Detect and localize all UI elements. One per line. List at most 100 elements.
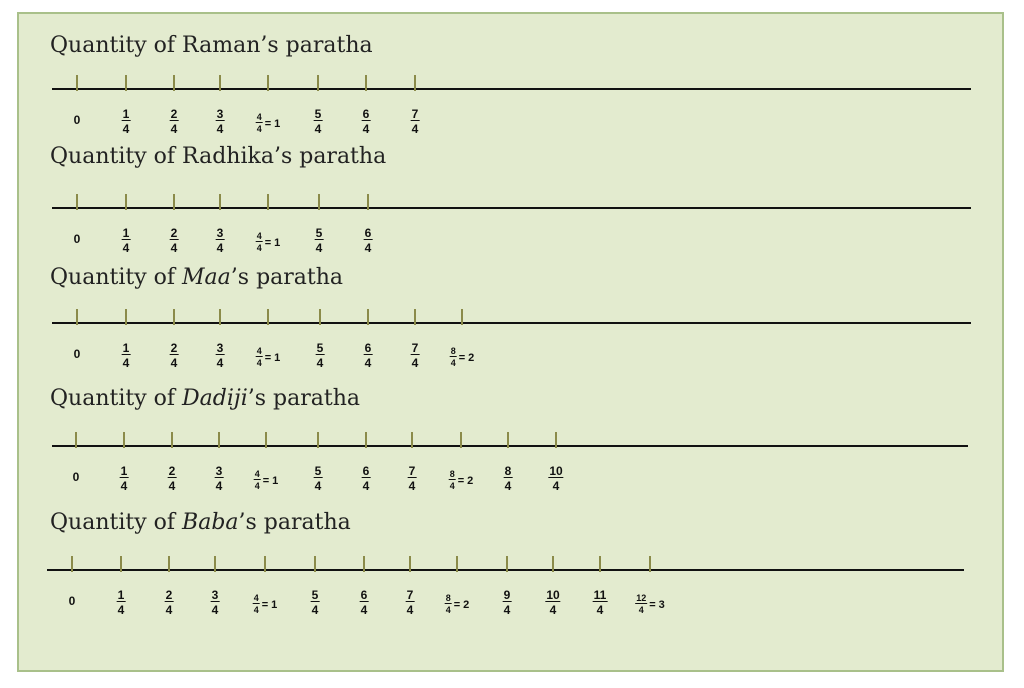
title-maa: Quantity of Maa’s paratha [50,265,344,290]
tick-mark [168,556,170,572]
tick-mark [318,194,320,210]
tick-label: 0 [73,347,81,361]
tick-label: 8 4 = 2 [444,593,470,615]
tick-mark [599,556,601,572]
tick-mark [319,309,321,325]
tick-mark [367,309,369,325]
number-line-axis-maa [52,322,971,324]
tick-mark [265,432,267,448]
tick-mark [461,309,463,325]
tick-label: 0 [72,470,80,484]
tick-mark [264,556,266,572]
tick-mark [414,309,416,325]
tick-mark [365,75,367,91]
tick-label: 10 4 [545,588,561,617]
tick-mark [367,194,369,210]
tick-mark [456,556,458,572]
tick-mark [649,556,651,572]
tick-mark [317,75,319,91]
tick-mark [120,556,122,572]
title-baba: Quantity of Baba’s paratha [50,510,351,535]
tick-mark [552,556,554,572]
tick-mark [76,75,78,91]
tick-mark [460,432,462,448]
tick-mark [125,194,127,210]
tick-mark [414,75,416,91]
number-line-axis-baba [47,569,964,571]
tick-mark [125,75,127,91]
title-dadiji: Quantity of Dadiji’s paratha [50,386,360,411]
tick-mark [123,432,125,448]
tick-mark [125,309,127,325]
tick-label: 4 4 = 1 [255,231,281,253]
tick-label: 8 4 = 2 [449,346,475,368]
tick-mark [506,556,508,572]
tick-mark [76,194,78,210]
tick-label: 8 4 = 2 [448,469,474,491]
tick-mark [173,75,175,91]
tick-mark [214,556,216,572]
tick-label: 12 4 = 3 [635,593,665,615]
tick-mark [314,556,316,572]
tick-mark [173,309,175,325]
tick-mark [76,309,78,325]
tick-label: 4 4 = 1 [252,593,278,615]
tick-label: 11 4 [592,588,608,617]
tick-mark [267,309,269,325]
tick-mark [409,556,411,572]
tick-mark [317,432,319,448]
tick-label: 0 [73,113,81,127]
tick-label: 10 4 [548,464,564,493]
tick-mark [267,194,269,210]
tick-mark [219,309,221,325]
number-line-panel [17,12,1004,672]
tick-mark [173,194,175,210]
tick-mark [555,432,557,448]
number-line-axis-radhika [52,207,971,209]
number-line-axis-raman [52,88,971,90]
tick-label: 4 4 = 1 [253,469,279,491]
tick-mark [219,194,221,210]
tick-label: 0 [68,594,76,608]
title-raman: Quantity of Raman’s paratha [50,33,373,58]
tick-mark [267,75,269,91]
title-radhika: Quantity of Radhika’s paratha [50,144,387,169]
tick-mark [363,556,365,572]
tick-mark [507,432,509,448]
tick-mark [71,556,73,572]
number-line-axis-dadiji [52,445,968,447]
tick-mark [171,432,173,448]
tick-mark [75,432,77,448]
tick-label: 4 4 = 1 [255,112,281,134]
tick-label: 0 [73,232,81,246]
